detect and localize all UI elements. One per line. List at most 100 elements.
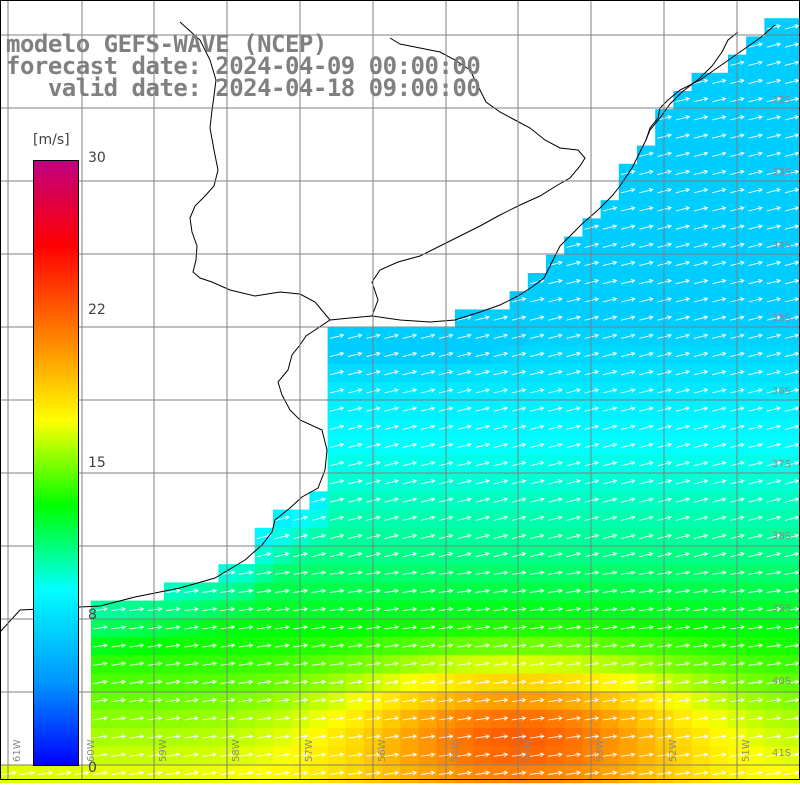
wind-arrow [602,315,618,321]
wind-arrow [639,479,654,485]
wind-arrow [275,533,290,540]
wind-arrow [129,625,145,630]
wind-arrow [566,734,582,739]
wind-arrow [165,679,181,685]
wind-arrow [711,606,727,612]
wind-arrow [766,169,782,176]
wind-direction-arrows [2,24,800,776]
colorbar [33,160,79,766]
wind-arrow [529,551,545,558]
wind-arrow [693,224,709,230]
wind-arrow [675,151,691,157]
wind-arrow [711,169,727,176]
wind-arrow [639,424,654,430]
wind-arrow [384,424,400,430]
wind-arrow [529,351,545,358]
wind-arrow [529,643,545,648]
wind-arrow [147,679,163,685]
wind-arrow [766,679,782,685]
wind-arrow [693,369,709,376]
wind-arrow [693,133,709,139]
wind-arrow [711,242,727,248]
wind-arrow [311,625,327,630]
wind-arrow [311,533,327,540]
wind-arrow [639,260,654,267]
lagoa-dos-patos-shore [645,31,739,141]
wind-arrow [602,460,618,467]
wind-arrow [475,460,491,467]
wind-arrow [748,770,764,776]
wind-arrow [766,151,782,157]
wind-arrow [602,533,618,540]
wind-arrow [711,315,727,321]
wind-arrow [693,206,709,212]
wind-arrow [493,679,509,685]
lon-label-57w: 57W [304,739,315,762]
wind-arrow [402,716,418,721]
wind-arrow [457,734,472,739]
wind-arrow [675,187,691,194]
wind-arrow [639,242,654,248]
wind-arrow [784,661,800,667]
title-valid-date: valid date: 2024-04-18 09:00:00 [6,74,481,102]
wind-arrow [511,679,527,685]
wind-arrow [147,606,163,612]
wind-arrow [784,570,800,576]
wind-arrow [620,479,636,485]
wind-arrow [402,460,418,467]
wind-arrow [784,169,800,176]
wind-arrow [602,588,618,594]
lon-label-53w: 53W [595,739,606,762]
wind-arrow [275,679,290,685]
wind-arrow [420,369,436,376]
wind-arrow [675,734,691,739]
wind-arrow [457,570,472,576]
wind-arrow [602,369,618,376]
wind-arrow [639,315,654,321]
wind-arrow [711,297,727,303]
wind-arrow [602,333,618,339]
wind-arrow [457,460,472,467]
wind-arrow [602,388,618,394]
wind-arrow [620,716,636,721]
wind-arrow [493,661,509,667]
wind-arrow [548,460,563,467]
wind-arrow [675,369,691,376]
wind-arrow [475,369,491,376]
wind-arrow [165,752,181,758]
wind-arrow [311,588,327,594]
wind-arrow [420,497,436,503]
wind-arrow [165,734,181,739]
wind-arrow [384,406,400,412]
wind-arrow [129,643,145,648]
wind-arrow [329,734,345,739]
wind-arrow [602,770,618,776]
wind-arrow [420,734,436,739]
wind-arrow [493,697,509,703]
wind-arrow [420,460,436,467]
wind-arrow [457,697,472,703]
wind-arrow [147,734,163,739]
wind-arrow [693,679,709,685]
wind-arrow [766,734,782,739]
wind-arrow [693,588,709,594]
wind-arrow [711,752,727,758]
wind-arrow [402,679,418,685]
wind-arrow [111,770,127,776]
wind-arrow [493,643,509,648]
wind-arrow [766,479,782,485]
wind-arrow [620,424,636,430]
wind-arrow [748,187,764,194]
wind-arrow [529,752,545,758]
wind-arrow [748,406,764,412]
wind-arrow [620,187,636,194]
lon-label-52w: 52W [668,739,679,762]
uruguay-coast [371,37,586,317]
wind-arrow [766,297,782,303]
wind-arrow [420,515,436,521]
lat-label-33s: 33S [772,167,792,178]
wind-arrow [748,734,764,739]
wind-arrow [511,442,527,449]
wind-arrow [384,570,400,576]
wind-arrow [566,679,582,685]
